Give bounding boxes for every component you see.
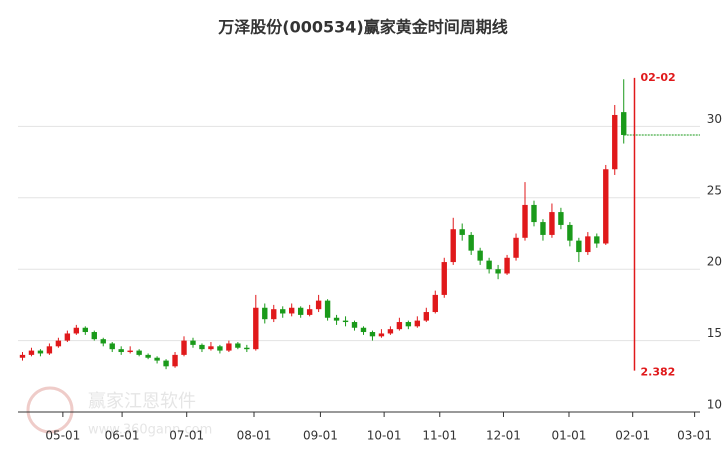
candle-body: [289, 307, 295, 314]
candle-body: [495, 269, 501, 274]
x-tick-label: 11-01: [422, 429, 457, 443]
watermark-logo: [26, 386, 74, 434]
candle-body: [172, 354, 178, 367]
x-tick-label: 06-01: [105, 429, 140, 443]
candle-body: [432, 294, 438, 313]
chart-title: 万泽股份(000534)赢家黄金时间周期线: [217, 18, 507, 37]
y-tick-label: 15: [707, 326, 722, 340]
candle-body: [28, 350, 35, 355]
candle-body: [217, 346, 223, 351]
x-tick-label: 09-01: [303, 429, 338, 443]
x-tick-label: 02-01: [615, 429, 650, 443]
candle-body: [405, 322, 412, 327]
y-tick-label: 20: [707, 255, 722, 269]
candle-body: [64, 333, 71, 341]
candle-body: [324, 300, 331, 318]
candle-body: [297, 307, 304, 315]
cycle-value-label: 2.382: [640, 366, 675, 379]
candle-body: [100, 339, 106, 344]
x-tick-label: 08-01: [237, 429, 272, 443]
candle-body: [540, 222, 546, 235]
candle-body: [576, 240, 582, 253]
watermark-url: www.360gann.com: [88, 423, 212, 438]
candle-body: [621, 112, 627, 135]
candle-body: [118, 349, 124, 353]
x-tick-label: 07-01: [169, 429, 204, 443]
candle-body: [558, 212, 564, 225]
candle-body: [414, 320, 421, 327]
candle-body: [190, 340, 196, 345]
candle-body: [37, 350, 44, 354]
candle-body: [486, 260, 492, 270]
candle-body: [109, 343, 115, 350]
candle-body: [387, 329, 394, 334]
candle-body: [477, 250, 483, 261]
candle-body: [82, 327, 88, 333]
candle-body: [199, 344, 205, 350]
candle-body: [91, 332, 97, 340]
candle-body: [262, 307, 268, 320]
candle-body: [567, 224, 573, 241]
x-tick-label: 01-01: [552, 429, 587, 443]
candle-body: [459, 229, 465, 235]
candle-body: [423, 312, 429, 321]
y-tick-label: 25: [707, 183, 722, 197]
x-tick-label: 12-01: [486, 429, 521, 443]
x-tick-label: 05-01: [45, 429, 80, 443]
candle-body: [549, 212, 555, 235]
candle-body: [531, 204, 537, 223]
candle-body: [585, 236, 591, 253]
candle-body: [369, 332, 376, 337]
candle-body: [450, 229, 456, 263]
candle-body: [594, 236, 600, 244]
candle-body: [55, 340, 62, 347]
candle-body: [271, 309, 277, 320]
candle-body: [235, 343, 241, 348]
candle-body: [513, 237, 519, 258]
y-tick-label: 30: [707, 112, 722, 126]
candle-body: [208, 346, 214, 350]
candle-body: [504, 257, 510, 274]
candle-body: [612, 114, 618, 170]
candle-body: [603, 169, 609, 244]
candle-body: [396, 322, 403, 330]
candle-body: [378, 333, 385, 337]
candle-body: [73, 327, 80, 334]
watermark: 赢家江恩软件 www.360gann.com: [26, 386, 212, 438]
candle-body: [522, 204, 528, 238]
candle-body: [145, 354, 151, 358]
candle-body: [154, 357, 160, 361]
cycle-date-label: 02-02: [640, 71, 675, 84]
candle-body: [253, 307, 259, 350]
watermark-name: 赢家江恩软件: [88, 390, 196, 412]
candle-body: [19, 354, 26, 358]
candle-body: [46, 346, 53, 354]
candle-body: [244, 347, 250, 350]
x-tick-label: 10-01: [367, 429, 402, 443]
candle-body: [360, 327, 367, 333]
candle-body: [136, 350, 142, 355]
candle-body: [468, 234, 474, 251]
candle-body: [342, 320, 349, 323]
candle-body: [226, 343, 232, 351]
candle-body: [181, 340, 187, 355]
candle-body: [163, 360, 169, 367]
candle-body: [280, 309, 286, 314]
candle-body: [441, 262, 447, 295]
x-tick-label: 03-01: [677, 429, 712, 443]
candle-body: [127, 350, 133, 353]
candle-body: [333, 317, 340, 321]
y-tick-label: 10: [707, 398, 722, 412]
candle-body: [315, 300, 322, 310]
candle-body: [351, 322, 358, 328]
candle-body: [306, 309, 313, 315]
